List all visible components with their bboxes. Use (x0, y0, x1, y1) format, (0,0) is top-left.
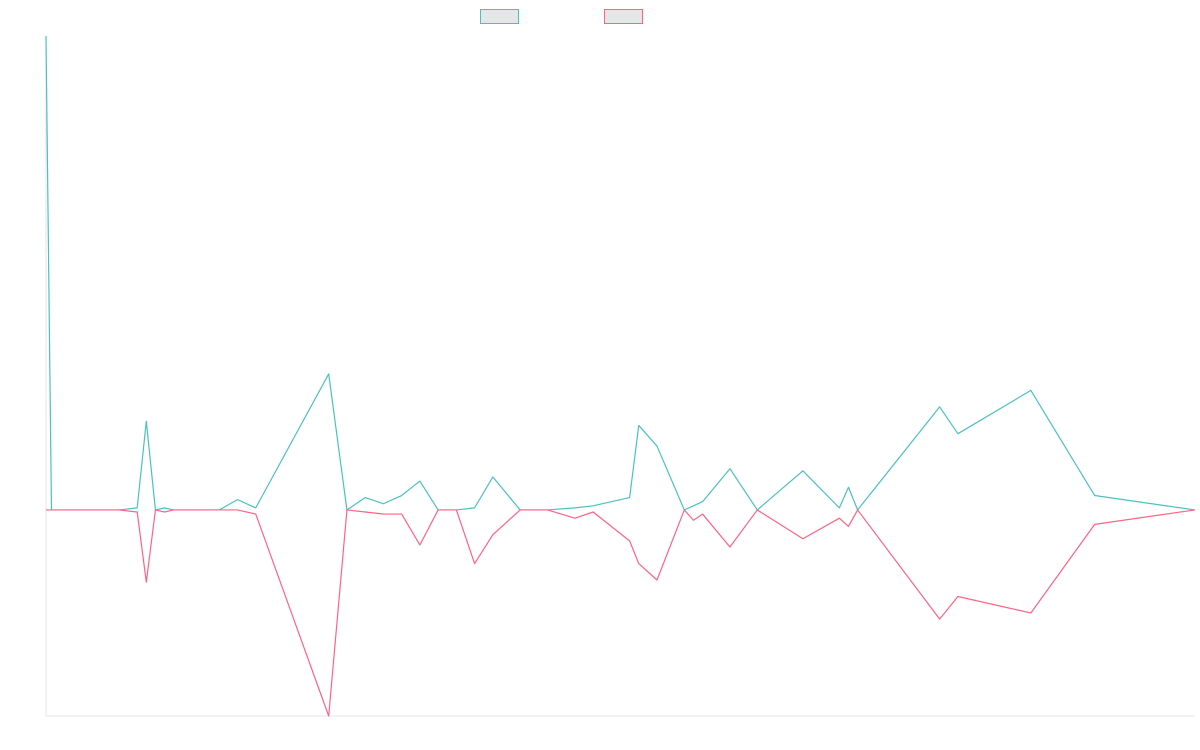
legend-item-series-1[interactable] (480, 9, 525, 24)
legend-item-series-2[interactable] (604, 9, 649, 24)
legend-swatch-series-1 (480, 9, 519, 24)
legend (0, 0, 1200, 34)
series-line-2 (46, 509, 1196, 717)
legend-swatch-series-2 (604, 9, 643, 24)
series-line-1 (45, 35, 1196, 511)
